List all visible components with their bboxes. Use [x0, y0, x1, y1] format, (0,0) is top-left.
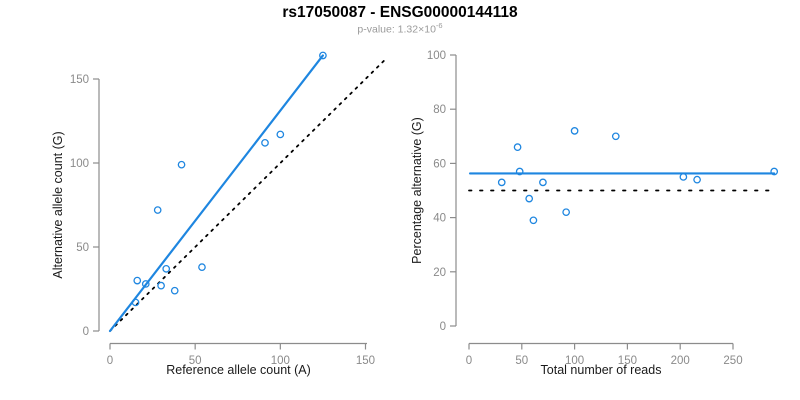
left-y-axis-label: Alternative allele count (G): [51, 131, 65, 278]
right-data-point: [770, 167, 779, 176]
left-x-tick-label: 150: [356, 355, 375, 367]
left-data-point: [319, 51, 327, 60]
regression-line: [108, 54, 325, 333]
right-y-axis-label: Percentage alternative (G): [410, 117, 424, 264]
left-data-point: [162, 264, 171, 273]
right-data-point: [679, 173, 688, 181]
right-y-tick-label: 100: [427, 50, 446, 62]
right-y-tick-label: 20: [433, 267, 446, 279]
right-x-axis-label: Total number of reads: [541, 363, 662, 377]
identity-line: [109, 56, 389, 332]
right-x-tick-label: 0: [466, 355, 472, 367]
right-data-point: [570, 127, 579, 135]
left-y-tick-label: 150: [70, 74, 89, 86]
left-data-point: [131, 298, 140, 307]
right-x-tick-label: 250: [723, 355, 742, 367]
left-data-point: [141, 280, 150, 288]
left-data-point: [157, 281, 165, 290]
left-data-point: [198, 263, 206, 272]
right-x-tick-label: 100: [565, 355, 584, 367]
left-y-tick-label: 100: [70, 158, 89, 170]
right-data-point: [539, 178, 547, 187]
right-data-point: [515, 167, 524, 176]
right-y-tick-label: 0: [440, 321, 446, 333]
right-data-point: [693, 175, 701, 184]
right-data-point: [525, 194, 534, 203]
right-y-tick-label: 80: [433, 104, 446, 116]
right-x-tick-label: 50: [515, 355, 528, 367]
left-x-tick-label: 100: [271, 355, 290, 367]
pvalue-text: p-value: 1.32×10: [357, 23, 436, 36]
right-data-point: [611, 132, 620, 141]
right-x-tick-label: 150: [618, 355, 637, 367]
left-data-point: [276, 130, 285, 139]
right-data-point: [513, 143, 522, 151]
right-y-tick-label: 60: [433, 158, 446, 170]
left-y-tick-label: 50: [76, 242, 89, 254]
right-x-tick-label: 200: [671, 355, 690, 367]
chart-subtitle: p-value: 1.32×10-6: [0, 21, 800, 36]
right-y-tick-label: 40: [433, 213, 446, 225]
left-x-tick-label: 0: [107, 355, 113, 367]
right-data-point: [529, 216, 538, 225]
left-data-point: [133, 276, 142, 285]
left-data-point: [261, 138, 269, 147]
left-y-tick-label: 0: [83, 326, 89, 338]
chart-title: rs17050087 - ENSG00000144118: [282, 4, 518, 21]
right-data-point: [562, 208, 571, 217]
left-x-axis-label: Reference allele count (A): [166, 363, 311, 377]
left-data-point: [153, 206, 162, 214]
left-data-point: [177, 160, 186, 169]
right-data-point: [497, 178, 506, 187]
left-x-tick-label: 50: [189, 355, 202, 367]
left-data-point: [170, 286, 179, 295]
pvalue-exponent: -6: [435, 21, 443, 30]
